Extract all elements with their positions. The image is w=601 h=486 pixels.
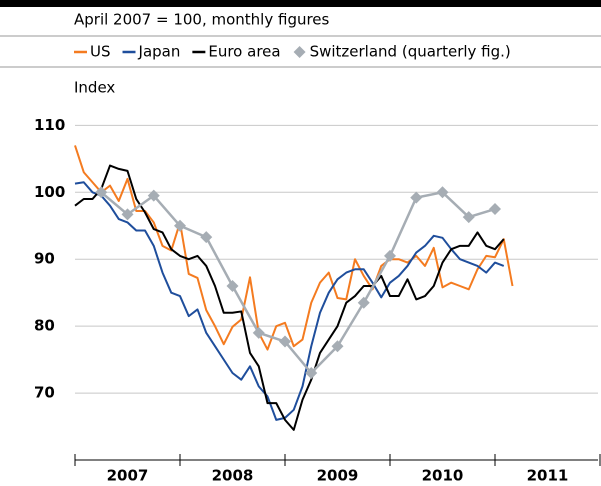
series-marker (147, 189, 160, 202)
y-tick-label: 110 (34, 116, 65, 134)
series-marker (384, 249, 396, 262)
series-marker (279, 335, 291, 348)
series-line (74, 164, 505, 431)
series-marker (95, 186, 108, 199)
x-tick-label: 2009 (317, 467, 359, 485)
series-marker (489, 203, 501, 216)
series-marker (331, 340, 344, 353)
y-tick-label: 70 (34, 384, 55, 402)
series-line (74, 181, 505, 421)
legend-label: US (90, 43, 111, 61)
legend-marker (293, 46, 306, 58)
y-tick-label: 80 (34, 317, 55, 335)
y-tick-label: 100 (34, 183, 65, 201)
grid: 70 80 90 100 110 2007 2008 2009 2010 2011 (34, 116, 601, 485)
series-line (74, 145, 514, 351)
series-marker (357, 296, 370, 309)
y-tick-label: 90 (34, 250, 55, 268)
series-marker (174, 219, 186, 232)
series-line (100, 191, 496, 375)
x-tick-label: 2010 (422, 467, 464, 485)
series-marker (436, 186, 449, 199)
x-tick-label: 2008 (212, 467, 254, 485)
legend-label: Switzerland (quarterly fig.) (310, 43, 511, 61)
series-marker (462, 211, 475, 224)
series-marker (410, 191, 423, 204)
series-marker (121, 208, 134, 221)
plot (74, 145, 514, 431)
series-marker (305, 367, 318, 379)
x-tick-label: 2007 (107, 467, 149, 485)
x-tick-label: 2011 (527, 467, 569, 485)
series-marker (226, 280, 239, 292)
legend-label: Euro area (208, 43, 280, 61)
series-marker (252, 326, 265, 339)
top-bar (0, 0, 601, 7)
series-marker (200, 231, 213, 244)
chart-subtitle: April 2007 = 100, monthly figures (74, 11, 330, 29)
legend-label: Japan (138, 43, 181, 61)
legend: US Japan Euro area Switzerland (quarterly f… (74, 43, 511, 61)
y-axis-label: Index (74, 79, 115, 97)
